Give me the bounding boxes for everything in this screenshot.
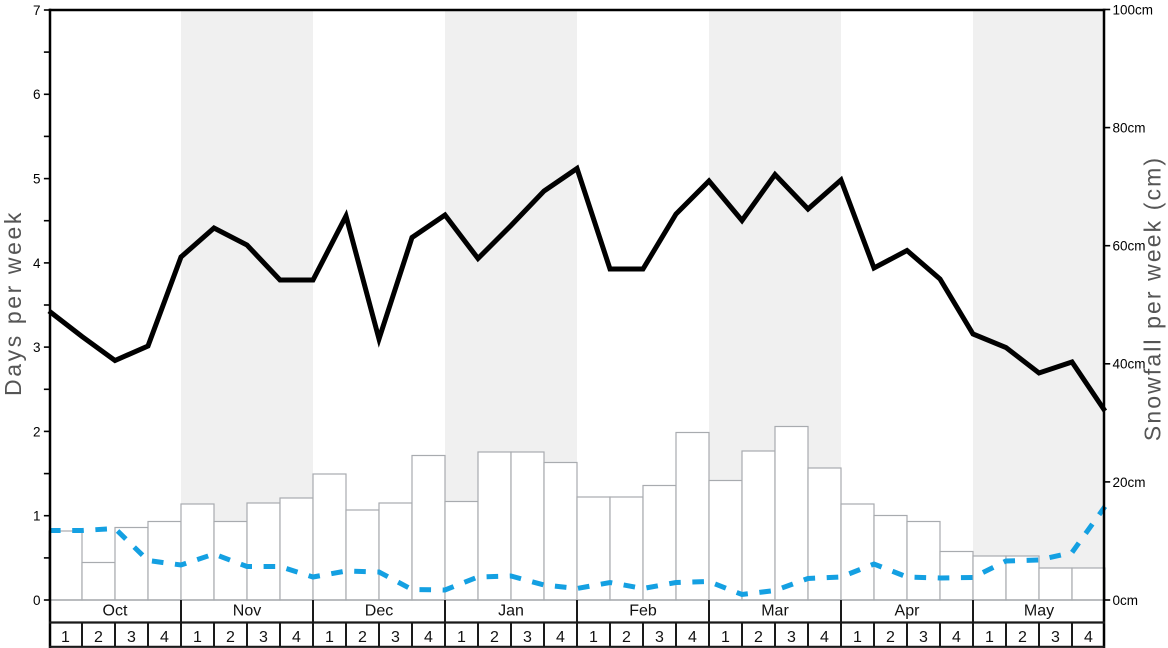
svg-text:20cm: 20cm [1113, 475, 1146, 490]
svg-text:0cm: 0cm [1113, 593, 1139, 608]
svg-text:2: 2 [33, 424, 41, 439]
svg-text:2: 2 [754, 629, 763, 646]
svg-text:4: 4 [952, 629, 961, 646]
svg-text:100cm: 100cm [1113, 2, 1154, 17]
svg-text:Mar: Mar [761, 603, 789, 620]
svg-text:3: 3 [33, 340, 41, 355]
svg-text:1: 1 [325, 629, 334, 646]
svg-text:2: 2 [358, 629, 367, 646]
svg-text:2: 2 [622, 629, 631, 646]
svg-text:May: May [1024, 603, 1054, 620]
svg-text:Days per week: Days per week [0, 210, 26, 396]
svg-text:1: 1 [457, 629, 466, 646]
svg-text:2: 2 [886, 629, 895, 646]
svg-text:Snowfall per week (cm): Snowfall per week (cm) [1140, 156, 1166, 441]
svg-text:Oct: Oct [103, 603, 128, 620]
svg-text:1: 1 [985, 629, 994, 646]
svg-text:1: 1 [61, 629, 70, 646]
svg-text:3: 3 [259, 629, 268, 646]
svg-text:4: 4 [33, 256, 41, 271]
svg-text:0: 0 [33, 593, 41, 608]
svg-text:7: 7 [33, 3, 41, 18]
svg-text:3: 3 [127, 629, 136, 646]
svg-text:6: 6 [33, 87, 41, 102]
svg-text:3: 3 [1051, 629, 1060, 646]
svg-text:4: 4 [292, 629, 301, 646]
svg-text:Dec: Dec [365, 603, 393, 620]
svg-text:4: 4 [556, 629, 565, 646]
svg-text:3: 3 [655, 629, 664, 646]
svg-text:4: 4 [688, 629, 697, 646]
svg-text:4: 4 [820, 629, 829, 646]
svg-text:4: 4 [1084, 629, 1093, 646]
svg-text:4: 4 [160, 629, 169, 646]
svg-text:Nov: Nov [233, 603, 261, 620]
svg-text:3: 3 [391, 629, 400, 646]
svg-text:1: 1 [193, 629, 202, 646]
svg-text:1: 1 [33, 509, 41, 524]
svg-text:Jan: Jan [498, 603, 524, 620]
svg-text:1: 1 [721, 629, 730, 646]
svg-text:2: 2 [490, 629, 499, 646]
svg-text:3: 3 [787, 629, 796, 646]
svg-text:3: 3 [523, 629, 532, 646]
svg-text:60cm: 60cm [1113, 239, 1146, 254]
svg-text:1: 1 [589, 629, 598, 646]
svg-text:4: 4 [424, 629, 433, 646]
svg-text:80cm: 80cm [1113, 121, 1146, 136]
svg-text:2: 2 [226, 629, 235, 646]
svg-text:3: 3 [919, 629, 928, 646]
svg-text:2: 2 [1018, 629, 1027, 646]
svg-text:40cm: 40cm [1113, 357, 1146, 372]
svg-text:2: 2 [94, 629, 103, 646]
svg-text:Feb: Feb [629, 603, 657, 620]
svg-text:5: 5 [33, 172, 41, 187]
svg-text:1: 1 [853, 629, 862, 646]
svg-text:Apr: Apr [895, 603, 921, 620]
